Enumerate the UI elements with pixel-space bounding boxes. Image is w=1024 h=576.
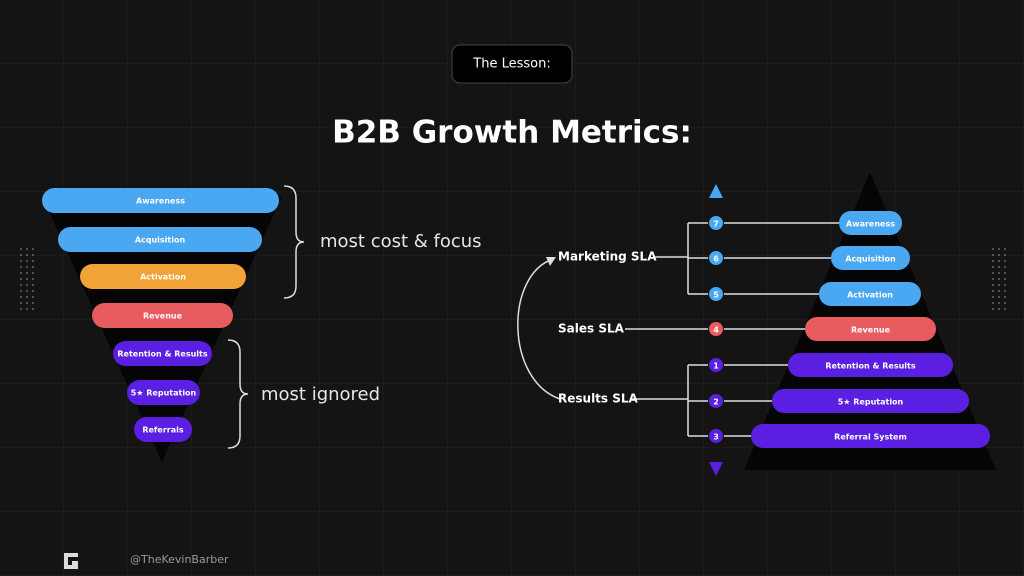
step-number: 4	[713, 326, 719, 335]
funnel-stage	[92, 303, 233, 328]
step-number: 5	[713, 291, 719, 300]
funnel-stage	[58, 227, 262, 252]
arrow-head	[709, 184, 723, 198]
badge-text: The Lesson:	[472, 57, 550, 72]
logo	[64, 553, 78, 569]
step-number: 1	[713, 362, 719, 371]
pyramid-stage	[839, 211, 902, 235]
step-number: 3	[713, 433, 719, 442]
stage-label: Awareness	[136, 197, 185, 206]
dots-left	[20, 245, 38, 311]
title: B2B Growth Metrics:	[332, 115, 692, 151]
note: most cost & focus	[320, 231, 482, 252]
sla-label: Sales SLA	[558, 322, 625, 336]
stage-label: 5★ Reputation	[131, 389, 197, 398]
step-circle	[708, 321, 724, 337]
step-circle	[708, 286, 724, 302]
funnel: Awareness Acquisition Activation Revenue Ret…	[42, 188, 279, 442]
step-circle	[708, 215, 724, 231]
funnel-stage	[80, 264, 246, 289]
stage-label: Acquisition	[845, 255, 896, 264]
brace	[283, 185, 305, 299]
handle: @TheKevinBarber	[130, 553, 229, 566]
dots-right	[988, 245, 1006, 311]
step-circle	[708, 393, 724, 409]
funnel-stage	[42, 188, 279, 213]
stage-label: Retention & Results	[825, 362, 915, 371]
step-number: 7	[713, 220, 719, 229]
step-number: 2	[713, 398, 719, 407]
funnel-stage	[113, 341, 212, 366]
step-circle	[708, 428, 724, 444]
brace	[227, 339, 249, 449]
pyramid-stage	[831, 246, 910, 270]
step-circle	[708, 357, 724, 373]
arrow-head	[709, 462, 723, 476]
funnel-stage	[134, 417, 192, 442]
sla-label: Marketing SLA	[558, 250, 657, 264]
stage-label: Activation	[847, 291, 893, 300]
stage-label: Acquisition	[135, 236, 186, 245]
stage-label: Retention & Results	[117, 350, 207, 359]
step-circle	[708, 250, 724, 266]
pyramid-stage	[819, 282, 921, 306]
stage-label: Referral System	[834, 433, 907, 442]
curve-arrow	[517, 258, 561, 400]
pyramid-stage	[751, 424, 990, 448]
stage-label: Revenue	[851, 326, 891, 335]
note: most ignored	[261, 384, 380, 405]
funnel-stage	[127, 380, 200, 405]
funnel-backdrop	[42, 196, 282, 462]
curve-arrow-head	[546, 257, 556, 266]
pyramid: Awareness 7 Acquisition 6 Activation 5 Revenue…	[688, 211, 990, 448]
pyramid-stage	[788, 353, 953, 377]
stage-label: Referrals	[142, 426, 184, 435]
sla-label: Results SLA	[558, 392, 639, 406]
pyramid-stage	[772, 389, 969, 413]
pyramid-stage	[805, 317, 936, 341]
badge	[451, 44, 573, 84]
step-number: 6	[713, 255, 719, 264]
stage-label: 5★ Reputation	[838, 398, 904, 407]
stage-label: Activation	[140, 273, 186, 282]
stage-label: Awareness	[846, 220, 895, 229]
stage-label: Revenue	[143, 312, 183, 321]
